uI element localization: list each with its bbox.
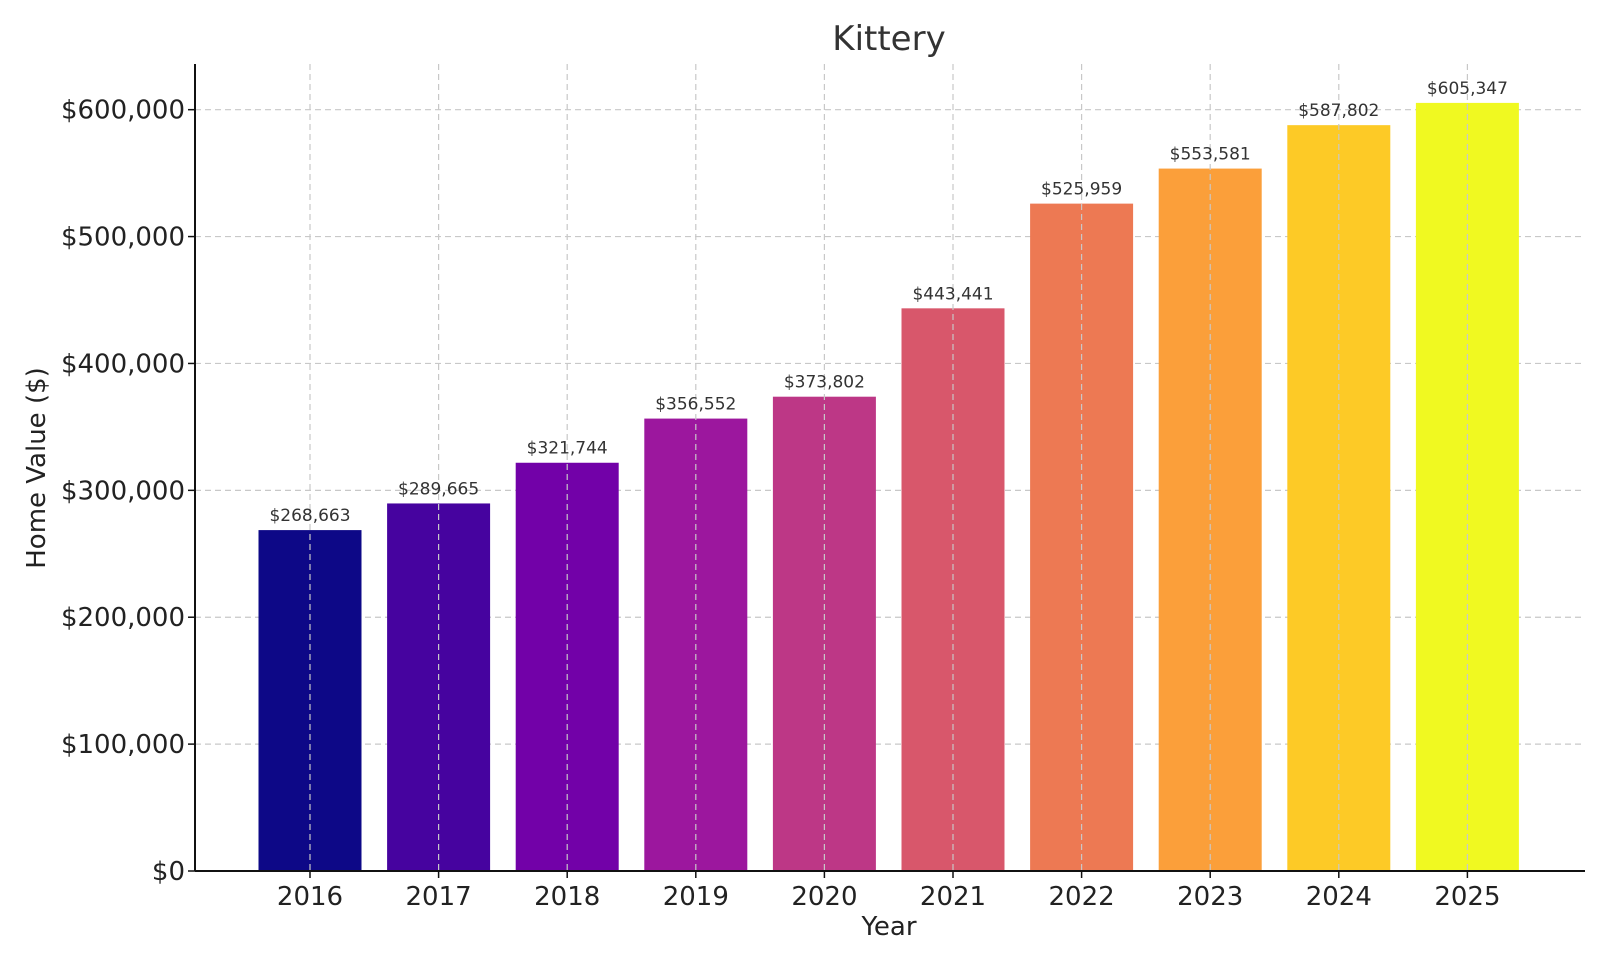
data-labels: $268,663 $289,665 $321,744 $356,552 $373,802… bbox=[269, 79, 1508, 526]
chart-title: Kittery bbox=[832, 19, 945, 59]
x-tick-label-2017: 2017 bbox=[406, 882, 472, 912]
data-label-2024: $587,802 bbox=[1298, 101, 1379, 121]
y-tick-label: $100,000 bbox=[61, 730, 185, 760]
data-label-2017: $289,665 bbox=[398, 479, 479, 499]
data-label-2020: $373,802 bbox=[784, 373, 865, 393]
data-label-2016: $268,663 bbox=[269, 506, 350, 526]
x-tick-label-2024: 2024 bbox=[1306, 882, 1372, 912]
x-tick-label-2022: 2022 bbox=[1049, 882, 1115, 912]
x-axis-label: Year bbox=[860, 912, 916, 942]
x-tick-label-2018: 2018 bbox=[534, 882, 600, 912]
y-tick-label: $600,000 bbox=[61, 96, 185, 126]
y-tick-label: $500,000 bbox=[61, 223, 185, 253]
x-tick-labels: 2016 2017 2018 2019 2020 2021 2022 2023 2024 2025 bbox=[277, 871, 1500, 912]
data-label-2019: $356,552 bbox=[655, 395, 736, 415]
x-tick-label-2016: 2016 bbox=[277, 882, 343, 912]
x-tick-label-2019: 2019 bbox=[663, 882, 729, 912]
x-tick-label-2021: 2021 bbox=[920, 882, 986, 912]
data-label-2018: $321,744 bbox=[527, 439, 608, 459]
data-label-2022: $525,959 bbox=[1041, 180, 1122, 200]
data-label-2025: $605,347 bbox=[1427, 79, 1508, 99]
y-tick-label: $0 bbox=[152, 857, 185, 887]
y-tick-labels: $0 $100,000 $200,000 $300,000 $400,000 $500,0… bbox=[61, 96, 195, 887]
y-tick-label: $200,000 bbox=[61, 603, 185, 633]
x-tick-label-2023: 2023 bbox=[1177, 882, 1243, 912]
y-axis-label: Home Value ($) bbox=[22, 367, 52, 569]
data-label-2023: $553,581 bbox=[1170, 145, 1251, 165]
x-tick-label-2020: 2020 bbox=[791, 882, 857, 912]
vertical-grid-lines bbox=[309, 64, 1469, 871]
y-tick-label: $300,000 bbox=[61, 476, 185, 506]
x-tick-label-2025: 2025 bbox=[1434, 882, 1500, 912]
y-tick-label: $400,000 bbox=[61, 349, 185, 379]
data-label-2021: $443,441 bbox=[912, 284, 993, 304]
